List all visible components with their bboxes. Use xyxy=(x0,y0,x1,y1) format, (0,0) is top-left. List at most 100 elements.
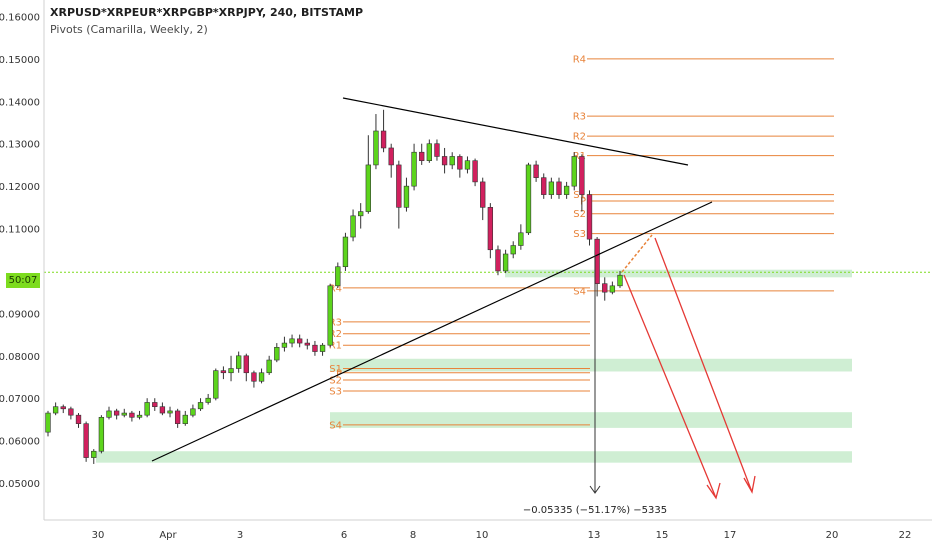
candle-body xyxy=(266,359,272,374)
candle-body xyxy=(510,245,516,255)
candle-body xyxy=(251,372,257,382)
pivot-label-s2: S2 xyxy=(329,375,342,386)
candle-body xyxy=(472,160,478,183)
candle-body xyxy=(236,355,242,369)
pivot-label-r4: R4 xyxy=(573,54,586,65)
candle-body xyxy=(464,160,471,170)
candle-body xyxy=(342,236,349,268)
candle-body xyxy=(68,408,74,416)
candle-body xyxy=(45,412,51,433)
y-tick-label: 0.08000 xyxy=(0,352,40,363)
candle-body xyxy=(556,181,562,195)
y-tick-label: 0.09000 xyxy=(0,309,40,320)
candle-body xyxy=(449,156,455,166)
projection-dotted xyxy=(621,234,653,273)
pivot-label-r3: R3 xyxy=(329,317,342,328)
x-tick-label: 6 xyxy=(341,530,347,541)
candle-body xyxy=(274,347,280,361)
candle-body xyxy=(83,423,89,458)
candle-body xyxy=(350,215,356,238)
candle-body xyxy=(388,147,394,166)
x-axis-ticks: 30 Apr 3 6 8 10 13 15 17 20 22 xyxy=(92,530,912,541)
candle-body xyxy=(541,177,547,195)
y-tick-label: 0.16000 xyxy=(0,12,40,23)
candle-body xyxy=(358,211,364,217)
candle-body xyxy=(563,185,570,195)
candle-body xyxy=(525,164,532,234)
projection-arrow-1 xyxy=(654,237,756,494)
support-zone xyxy=(505,269,852,278)
candle-body xyxy=(281,342,288,348)
candle-body xyxy=(396,164,402,208)
candle-body xyxy=(533,164,539,178)
y-tick-label: 0.05000 xyxy=(0,479,40,490)
x-tick-label: 17 xyxy=(724,530,737,541)
candle-body xyxy=(419,151,425,161)
candle-body xyxy=(197,402,204,410)
candle-body xyxy=(548,181,555,195)
y-axis-ticks: 0.16000 0.15000 0.14000 0.13000 0.12000 0.110… xyxy=(0,12,40,490)
candle-body xyxy=(213,370,219,399)
candle-body xyxy=(319,344,326,352)
candle-body xyxy=(335,266,341,287)
candle-body xyxy=(480,181,486,208)
candle-body xyxy=(380,130,387,149)
candle-body xyxy=(60,406,66,410)
candle-body xyxy=(304,342,310,346)
x-tick-label: 30 xyxy=(92,530,105,541)
candle-body xyxy=(190,408,196,416)
candle-body xyxy=(571,156,577,187)
support-zone xyxy=(330,358,852,372)
candle-body xyxy=(579,156,585,195)
x-tick-label: 20 xyxy=(826,530,839,541)
pivot-label-r4: R4 xyxy=(329,283,342,294)
candle-body xyxy=(174,410,181,424)
upper-trendline xyxy=(342,97,689,166)
measure-arrowhead xyxy=(589,485,601,494)
pivot-label-s3: S3 xyxy=(573,229,586,240)
candle-body xyxy=(365,164,371,212)
y-tick-label: 0.13000 xyxy=(0,140,40,151)
candle-body xyxy=(113,410,120,416)
pivot-label-r1: R1 xyxy=(329,341,342,352)
candle-body xyxy=(121,412,127,416)
x-tick-label: 22 xyxy=(899,530,912,541)
x-tick-label: 8 xyxy=(410,530,416,541)
candle-body xyxy=(373,130,379,166)
candle-body xyxy=(220,370,227,374)
pivot-label-s3: S3 xyxy=(329,386,342,397)
candle-body xyxy=(411,151,417,187)
candle-body xyxy=(495,249,501,272)
candle-body xyxy=(457,156,463,170)
measure-tool xyxy=(589,255,601,494)
projection-arrow-2 xyxy=(623,274,721,500)
candle-body xyxy=(487,207,494,251)
candle-body xyxy=(426,143,432,161)
candle-body xyxy=(586,194,593,240)
pivot-label-s1: S1 xyxy=(329,364,342,375)
support-zone xyxy=(330,412,852,428)
candle-body xyxy=(152,402,158,407)
y-tick-label: 0.06000 xyxy=(0,437,40,448)
candle-body xyxy=(258,372,265,382)
support-zone xyxy=(96,451,852,463)
x-tick-label: 15 xyxy=(656,530,669,541)
measure-label: −0.05335 (−51.17%) −5335 xyxy=(523,505,667,516)
x-tick-label: 13 xyxy=(588,530,601,541)
candle-body xyxy=(129,412,135,418)
projection-arrows xyxy=(621,234,756,500)
indicator-label: Pivots (Camarilla, Weekly, 2) xyxy=(50,23,208,36)
y-tick-label: 0.11000 xyxy=(0,225,40,236)
candle-body xyxy=(434,143,440,157)
pivot-label-s4: S4 xyxy=(329,420,342,431)
candle-body xyxy=(228,368,234,374)
chart-title: XRPUSD*XRPEUR*XRPGBP*XRPJPY, 240, BITSTA… xyxy=(50,6,364,19)
candle-body xyxy=(167,410,173,414)
pivot-label-p: P xyxy=(336,368,342,379)
pivot-label-r3: R3 xyxy=(573,112,586,123)
x-tick-label: 3 xyxy=(237,530,243,541)
lower-trendline xyxy=(151,201,713,462)
y-tick-label: 0.15000 xyxy=(0,55,40,66)
candle-body xyxy=(205,397,211,403)
